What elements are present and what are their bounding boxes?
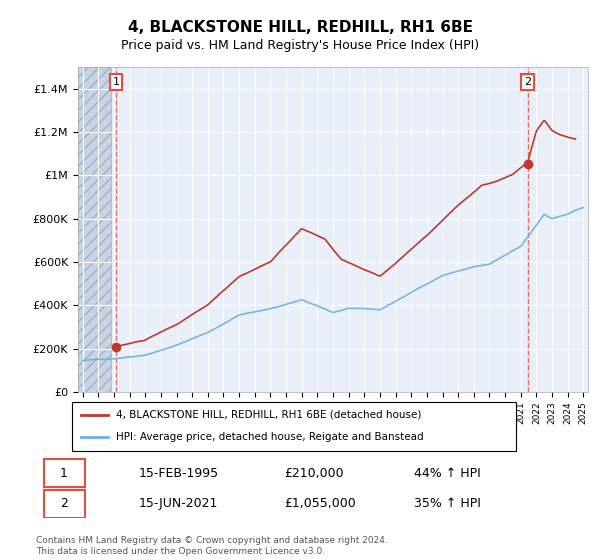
Text: 2: 2 xyxy=(60,497,68,510)
Text: 15-FEB-1995: 15-FEB-1995 xyxy=(139,466,219,479)
FancyBboxPatch shape xyxy=(44,459,85,487)
Text: 2: 2 xyxy=(524,77,532,87)
Text: 1: 1 xyxy=(112,77,119,87)
Text: 4, BLACKSTONE HILL, REDHILL, RH1 6BE (detached house): 4, BLACKSTONE HILL, REDHILL, RH1 6BE (de… xyxy=(116,410,422,420)
FancyBboxPatch shape xyxy=(44,489,85,518)
Bar xyxy=(78,67,111,392)
FancyBboxPatch shape xyxy=(72,402,516,451)
Text: 4, BLACKSTONE HILL, REDHILL, RH1 6BE: 4, BLACKSTONE HILL, REDHILL, RH1 6BE xyxy=(128,20,473,35)
Text: £1,055,000: £1,055,000 xyxy=(284,497,356,510)
Text: Price paid vs. HM Land Registry's House Price Index (HPI): Price paid vs. HM Land Registry's House … xyxy=(121,39,479,52)
Text: HPI: Average price, detached house, Reigate and Banstead: HPI: Average price, detached house, Reig… xyxy=(116,432,424,442)
Text: 44% ↑ HPI: 44% ↑ HPI xyxy=(414,466,481,479)
Text: 35% ↑ HPI: 35% ↑ HPI xyxy=(414,497,481,510)
Text: Contains HM Land Registry data © Crown copyright and database right 2024.
This d: Contains HM Land Registry data © Crown c… xyxy=(36,536,388,556)
Text: 1: 1 xyxy=(60,466,68,479)
Text: 15-JUN-2021: 15-JUN-2021 xyxy=(139,497,218,510)
Text: £210,000: £210,000 xyxy=(284,466,344,479)
